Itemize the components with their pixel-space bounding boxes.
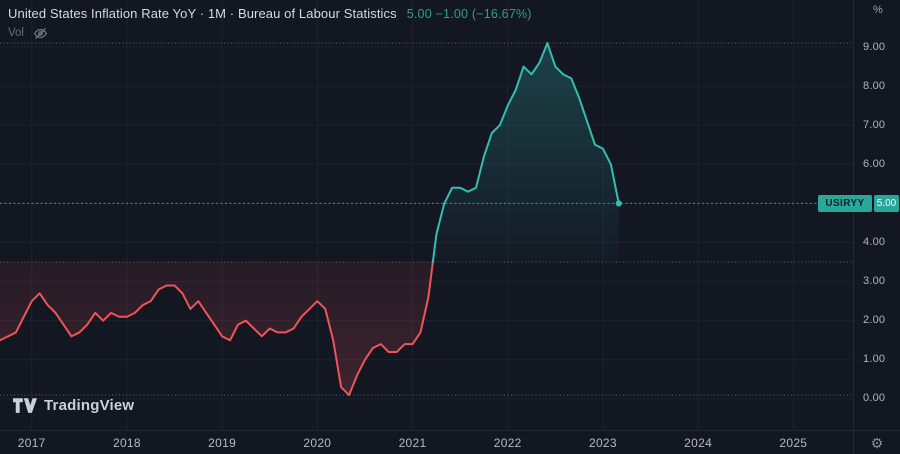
chart-legend: United States Inflation Rate YoY · 1M · … — [8, 6, 532, 41]
chart-canvas[interactable]: United States Inflation Rate YoY · 1M · … — [0, 0, 853, 430]
price-axis-tick-label: 1.00 — [863, 353, 886, 366]
symbol-price-line-label: USIRYY — [818, 194, 872, 212]
below-baseline-area — [0, 262, 433, 395]
price-axis[interactable]: % 9.00 8.00 7.00 6.00 4.00 3.00 2.00 1.00 0.00 — [853, 0, 900, 430]
gear-icon: ⚙ — [870, 434, 884, 451]
price-axis-tick-label: 7.00 — [863, 118, 886, 131]
price-axis-tick-label: 4.00 — [863, 236, 886, 248]
time-axis-tick-label: 2023 — [588, 436, 617, 450]
time-axis-tick-label: 2025 — [779, 436, 808, 450]
price-axis-tick-label: 8.00 — [863, 79, 886, 92]
price-axis-unit-label: % — [873, 4, 883, 16]
price-change-text: 5.00 −1.00 (−16.67%) — [406, 7, 532, 21]
eye-slash-icon[interactable] — [33, 26, 48, 41]
time-axis-tick-label: 2024 — [684, 436, 713, 450]
price-series-plot — [0, 0, 853, 430]
tradingview-logo-icon — [13, 397, 37, 413]
series-line-segment — [0, 261, 434, 396]
symbol-title: United States Inflation Rate YoY · 1M · … — [8, 6, 397, 21]
above-baseline-area — [432, 43, 619, 263]
time-axis[interactable]: 2017 2018 2019 2020 2021 2022 2023 2024 2025 — [0, 430, 900, 454]
time-axis-tick-label: 2020 — [303, 436, 332, 450]
time-axis-tick-label: 2018 — [112, 436, 141, 450]
axis-settings-button[interactable]: ⚙ — [853, 430, 900, 454]
price-axis-tick-label: 3.00 — [863, 275, 886, 288]
tradingview-watermark-text: TradingView — [44, 397, 135, 414]
last-price-axis-badge: 5.00 — [874, 194, 899, 212]
price-axis-tick-label: 6.00 — [863, 157, 886, 170]
legend-title-row: United States Inflation Rate YoY · 1M · … — [8, 6, 532, 21]
time-axis-tick-label: 2021 — [398, 436, 427, 450]
time-axis-tick-label: 2017 — [17, 436, 46, 450]
time-axis-tick-label: 2019 — [208, 436, 237, 450]
price-axis-tick-label: 9.00 — [863, 40, 886, 53]
price-axis-tick-label: 0.00 — [863, 392, 886, 405]
time-axis-tick-label: 2022 — [493, 436, 522, 450]
tradingview-watermark: TradingView — [13, 397, 134, 414]
price-axis-tick-label: 2.00 — [863, 314, 886, 327]
last-value-dot — [615, 200, 622, 207]
legend-volume-row: Vol — [8, 25, 532, 41]
volume-indicator-label: Vol — [8, 27, 24, 39]
series-line-segment — [431, 42, 620, 264]
